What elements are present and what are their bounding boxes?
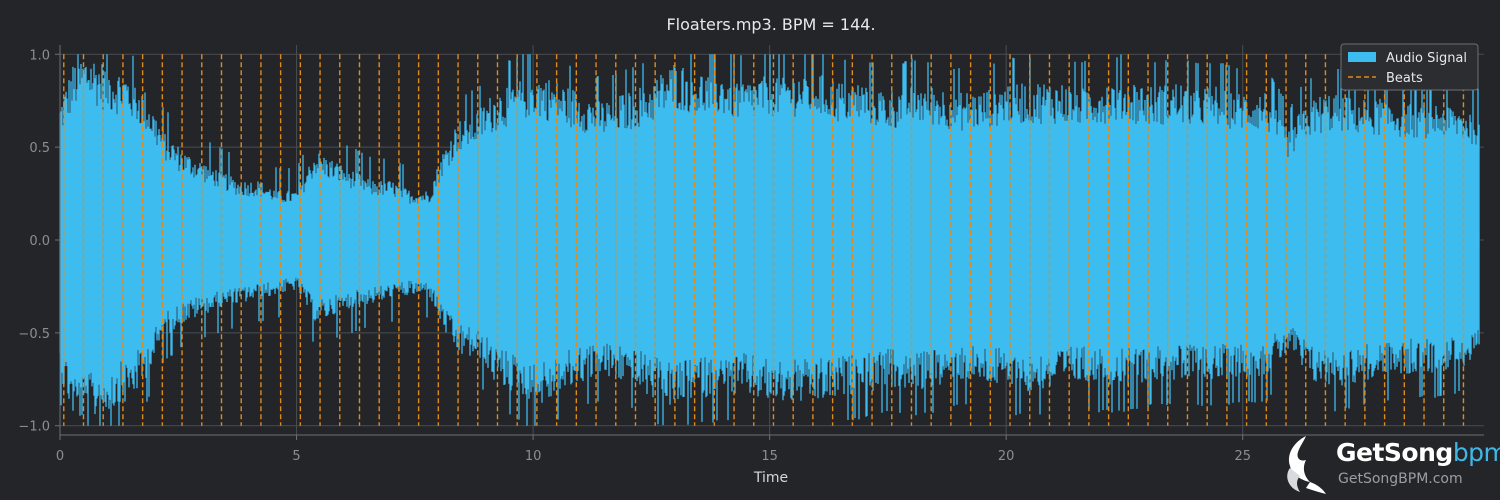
watermark-name: GetSongbpm <box>1336 438 1500 467</box>
x-tick-label: 15 <box>761 449 778 464</box>
watermark-name-main: GetSong <box>1336 438 1453 467</box>
y-tick-label: 1.0 <box>29 48 50 63</box>
legend-swatch-audio-signal <box>1348 52 1376 62</box>
y-tick-label: −1.0 <box>18 420 50 435</box>
y-axis-ticks: 1.0 0.5 0.0 −0.5 −1.0 <box>18 48 60 435</box>
getsongbpm-watermark: GetSongbpm GetSongBPM.com <box>1276 430 1500 498</box>
y-tick-label: 0.0 <box>29 234 50 249</box>
watermark-url: GetSongBPM.com <box>1338 471 1463 487</box>
legend-label-audio-signal: Audio Signal <box>1386 51 1467 66</box>
x-tick-label: 10 <box>525 449 542 464</box>
x-tick-label: 0 <box>56 449 64 464</box>
x-axis-label: Time <box>753 470 788 486</box>
y-tick-label: 0.5 <box>29 141 50 156</box>
legend: Audio Signal Beats <box>1340 43 1479 91</box>
x-axis-ticks: 0 5 10 15 20 25 <box>56 435 1251 464</box>
legend-label-beats: Beats <box>1386 71 1423 86</box>
x-tick-label: 25 <box>1234 449 1251 464</box>
bird-logo-icon <box>1287 436 1326 494</box>
chart-title: Floaters.mp3. BPM = 144. <box>666 15 875 34</box>
x-tick-label: 20 <box>998 449 1015 464</box>
y-tick-label: −0.5 <box>18 327 50 342</box>
watermark-name-suffix: bpm <box>1452 438 1500 467</box>
beats-series <box>63 54 1465 426</box>
x-tick-label: 5 <box>292 449 300 464</box>
